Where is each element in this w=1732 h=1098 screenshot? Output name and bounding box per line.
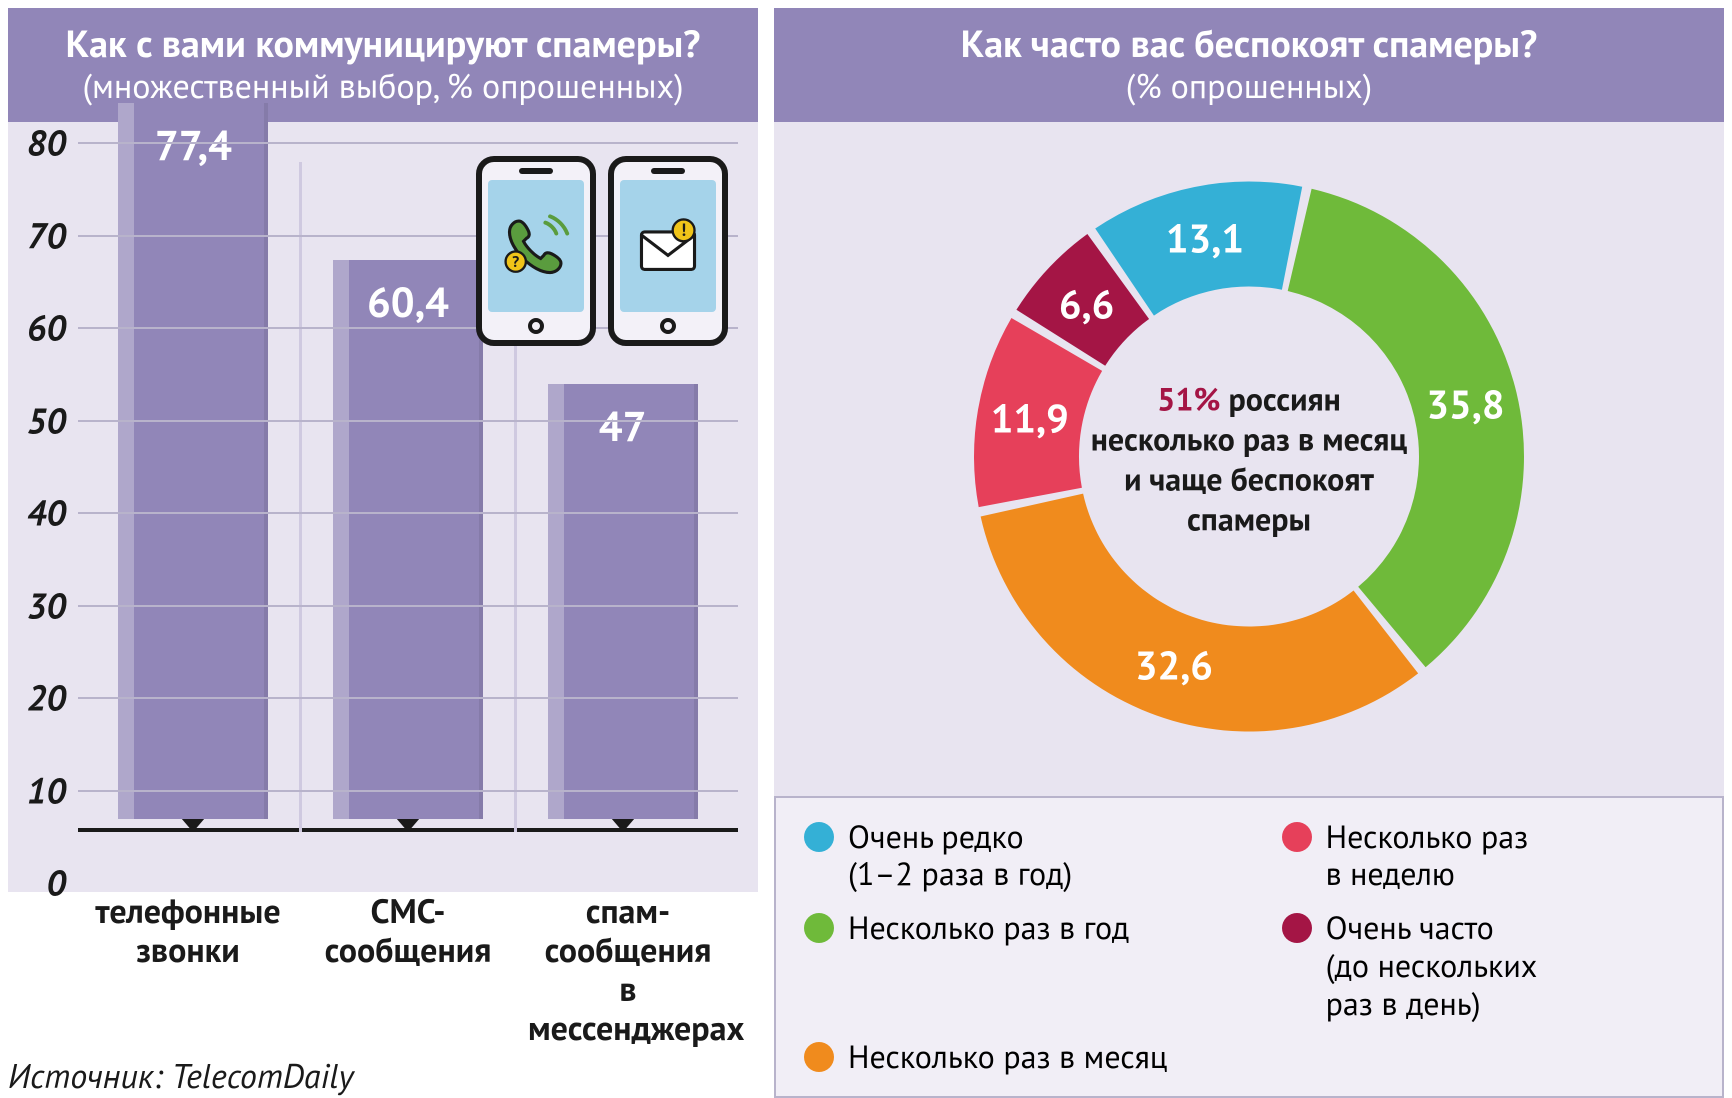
- bar-arrow-icon: [611, 818, 635, 832]
- donut-slice-label: 13,1: [1166, 212, 1244, 264]
- legend-text: Очень часто(до несколькихраз в день): [1326, 909, 1538, 1022]
- legend-text: Несколько разв неделю: [1326, 818, 1529, 894]
- y-tick: 20: [16, 674, 66, 721]
- bar-value: 47: [548, 398, 698, 453]
- phone-icons: ? !: [476, 156, 728, 346]
- donut-slice-label: 32,6: [1135, 640, 1213, 692]
- phone-mail-icon: !: [608, 156, 728, 346]
- legend-text: Очень редко(1–2 раза в год): [848, 818, 1072, 894]
- left-subtitle: (множественный выбор, % опрошенных): [24, 66, 742, 107]
- svg-text:?: ?: [512, 253, 519, 273]
- phone-call-icon: ?: [476, 156, 596, 346]
- legend-box: Очень редко(1–2 раза в год) Несколько раз…: [774, 796, 1724, 1098]
- donut-slice-label: 6,6: [1059, 278, 1114, 330]
- donut-slice-label: 11,9: [991, 393, 1069, 445]
- right-title: Как часто вас беспокоят спамеры?: [790, 22, 1708, 66]
- left-title: Как с вами коммуницируют спамеры?: [24, 22, 742, 66]
- y-tick: 40: [16, 489, 66, 536]
- right-header: Как часто вас беспокоят спамеры? (% опро…: [774, 8, 1724, 122]
- legend-item: Очень часто(до несколькихраз в день): [1282, 909, 1694, 1022]
- y-axis: 01020304050607080: [16, 122, 66, 831]
- bar-separator: [299, 162, 302, 831]
- x-axis-labels: телефонныезвонкиСМС-сообщенияспам-сообще…: [8, 892, 758, 1048]
- x-label: телефонныезвонки: [88, 892, 288, 1048]
- gridline: [78, 420, 738, 422]
- bar-arrow-icon: [181, 818, 205, 832]
- legend-swatch-icon: [1282, 913, 1312, 943]
- y-tick: 10: [16, 766, 66, 813]
- y-tick: 70: [16, 211, 66, 258]
- bar-wrap: 60,4: [333, 260, 483, 832]
- right-panel: Как часто вас беспокоят спамеры? (% опро…: [774, 8, 1724, 1098]
- source-text: Источник: TelecomDaily: [8, 1054, 758, 1098]
- legend-swatch-icon: [804, 1042, 834, 1072]
- legend-swatch-icon: [804, 822, 834, 852]
- bar: 60,4: [333, 260, 483, 819]
- bar-chart: 01020304050607080 77,460,447 ?: [8, 122, 758, 891]
- svg-text:!: !: [681, 219, 686, 241]
- gridline: [78, 697, 738, 699]
- legend-swatch-icon: [804, 913, 834, 943]
- y-tick: 30: [16, 581, 66, 628]
- bar-arrow-icon: [396, 818, 420, 832]
- bar-value: 60,4: [333, 274, 483, 329]
- donut-center-text: 51% россиян несколько раз в месяц и чаще…: [1089, 379, 1409, 539]
- legend-text: Несколько раз в год: [848, 909, 1129, 1022]
- legend-item: Очень редко(1–2 раза в год): [804, 818, 1258, 894]
- y-tick: 60: [16, 304, 66, 351]
- left-panel: Как с вами коммуницируют спамеры? (множе…: [8, 8, 758, 1098]
- gridline: [78, 605, 738, 607]
- bar: 47: [548, 384, 698, 819]
- legend-item: Несколько разв неделю: [1282, 818, 1694, 894]
- donut-slice-label: 35,8: [1426, 379, 1504, 431]
- gridline: [78, 790, 738, 792]
- y-tick: 0: [16, 859, 66, 906]
- bar: 77,4: [118, 103, 268, 819]
- x-label: СМС-сообщения: [308, 892, 508, 1048]
- y-tick: 50: [16, 396, 66, 443]
- x-label: спам-сообщенияв мессенджерах: [528, 892, 728, 1048]
- y-tick: 80: [16, 119, 66, 166]
- gridline: [78, 512, 738, 514]
- donut-chart: 51% россиян несколько раз в месяц и чаще…: [774, 122, 1724, 795]
- bar-wrap: 77,4: [118, 103, 268, 832]
- legend-item: Несколько раз в год: [804, 909, 1258, 1022]
- gridline: [78, 142, 738, 144]
- donut-center-body: россиян несколько раз в месяц и чаще бес…: [1091, 378, 1408, 540]
- right-subtitle: (% опрошенных): [790, 66, 1708, 107]
- donut-container: 51% россиян несколько раз в месяц и чаще…: [969, 176, 1529, 741]
- legend-swatch-icon: [1282, 822, 1312, 852]
- bar-wrap: 47: [548, 384, 698, 832]
- donut-highlight: 51%: [1157, 378, 1220, 420]
- legend-text: Несколько раз в месяц: [848, 1038, 1167, 1076]
- legend-item: Несколько раз в месяц: [804, 1038, 1258, 1076]
